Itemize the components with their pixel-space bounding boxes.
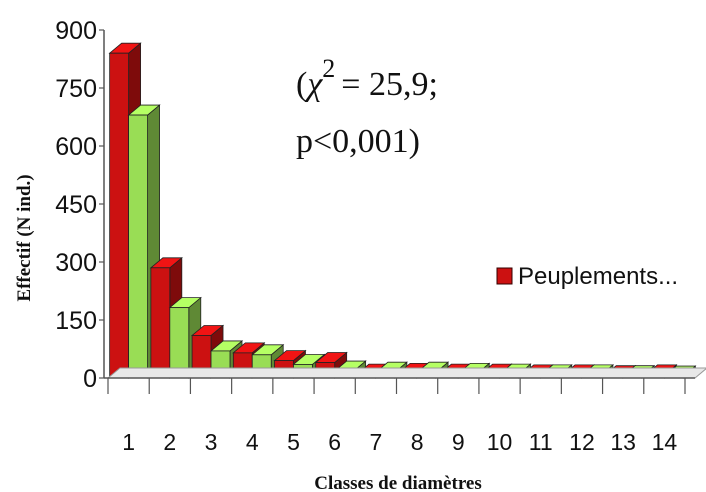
y-tick-label: 750: [55, 75, 97, 103]
bar-front: [109, 52, 130, 379]
chi-exponent: 2: [322, 54, 335, 83]
bar-front: [128, 114, 148, 379]
x-tick-labels: 1 2 3 4 5 6 7 8 9 10 11 12 13 14: [122, 429, 677, 455]
chi-square-annotation: (χ2 = 25,9; p<0,001): [296, 54, 438, 160]
y-tick-label: 300: [55, 249, 97, 277]
x-tick-label: 12: [569, 429, 595, 455]
y-tick-label: 150: [55, 307, 97, 335]
x-tick-label: 11: [529, 429, 553, 455]
y-axis-title: Effectif (N ind.): [14, 174, 35, 301]
x-tick-label: 8: [411, 429, 424, 455]
x-tick-label: 2: [163, 429, 176, 455]
x-tick-label: 5: [287, 429, 300, 455]
y-tick-label: 0: [83, 365, 97, 393]
chi-symbol: χ: [304, 66, 323, 103]
x-tick-label: 4: [246, 429, 259, 455]
x-tick-label: 13: [610, 429, 636, 455]
x-tick-label: 1: [122, 429, 135, 455]
floor: [106, 367, 706, 379]
x-tick-label: 7: [369, 429, 382, 455]
x-tick-label: 14: [652, 429, 678, 455]
annotation-line-1: = 25,9;: [341, 66, 438, 103]
x-tick-label: 6: [328, 429, 341, 455]
y-tick-labels: 0 150 300 450 600 750 900: [55, 17, 97, 393]
annotation-line-2: p<0,001): [296, 123, 420, 160]
x-tick-label: 9: [452, 429, 465, 455]
legend: Peuplements...: [496, 263, 678, 290]
axes: [99, 29, 706, 394]
x-tick-label: 10: [487, 429, 513, 455]
bar-front: [150, 267, 171, 379]
y-tick-label: 900: [55, 17, 97, 45]
x-axis-title: Classes de diamètres: [314, 473, 481, 492]
x-tick-label: 3: [205, 429, 218, 455]
bar-front: [169, 307, 190, 379]
legend-swatch: [496, 267, 513, 285]
legend-label: Peuplements...: [518, 263, 678, 290]
svg-text:(χ2= 25,9;: (χ2 = 25,9;: [296, 54, 438, 103]
annotation-paren: (: [296, 66, 307, 103]
y-tick-label: 600: [55, 133, 97, 161]
y-tick-label: 450: [55, 191, 97, 219]
